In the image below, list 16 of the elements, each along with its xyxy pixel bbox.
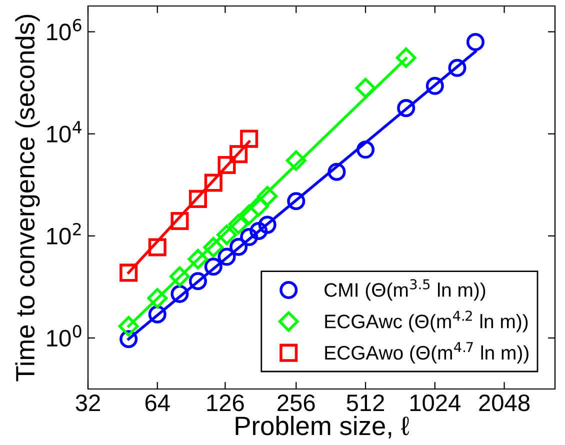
y-tick-label: 10$^{6}$	[47, 18, 82, 40]
y-tick-label: 10$^{0}$	[47, 325, 82, 347]
x-tick-label: 64	[145, 394, 170, 412]
y-tick-label: 10$^{4}$	[47, 121, 82, 142]
x-tick-label: 512	[346, 394, 384, 412]
legend-label: ECGAwc (Θ(m$^{4.2}$ ln m))	[325, 310, 528, 332]
x-tick-label: 2048	[479, 394, 530, 412]
x-axis-title: Problem size, ℓ	[236, 416, 410, 438]
y-axis-title: Time to convergence (seconds)	[15, 14, 40, 382]
legend-label: ECGAwo (Θ(m$^{4.7}$ ln m))	[325, 342, 528, 364]
x-tick-label: 126	[207, 394, 244, 412]
y-tick-label: 10$^{2}$	[47, 222, 81, 245]
x-tick-label: 1024	[410, 394, 460, 412]
x-tick-label: 256	[278, 394, 315, 412]
x-tick-label: 32	[76, 394, 100, 412]
legend-label: CMI (Θ(m$^{3.5}$ ln m))	[324, 279, 486, 301]
